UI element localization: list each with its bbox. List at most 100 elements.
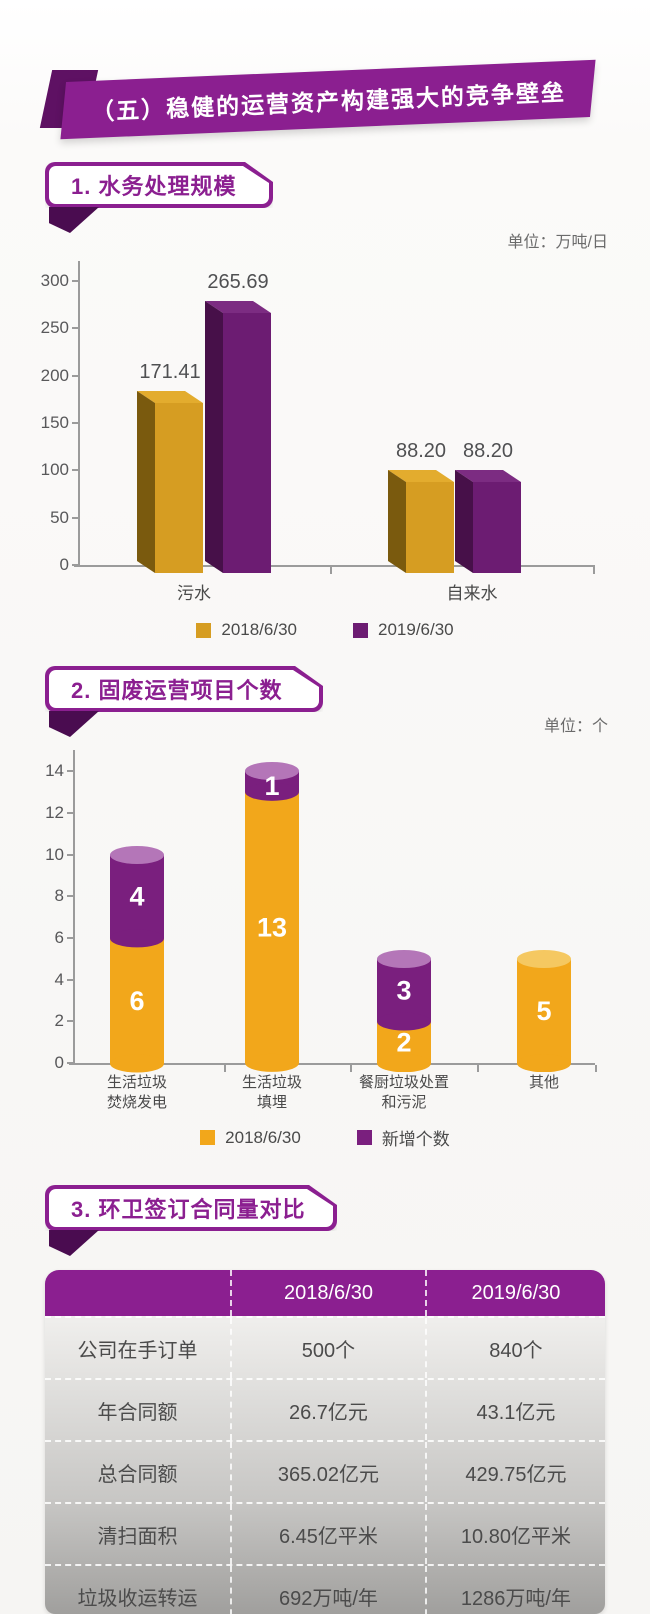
table-row: 清扫面积 6.45亿平米 10.80亿平米 bbox=[45, 1502, 605, 1564]
y-tick-label: 10 bbox=[45, 844, 64, 864]
table-cell: 清扫面积 bbox=[45, 1504, 233, 1564]
y-tick-mark bbox=[72, 421, 79, 424]
section-2-badge: 2. 固废运营项目个数 bbox=[45, 666, 323, 737]
table-cell: 垃圾收运转运 bbox=[45, 1566, 233, 1614]
cylinder-其他: 5 bbox=[517, 949, 571, 1072]
bar-value-label: 171.41 bbox=[139, 360, 201, 383]
x-axis-line bbox=[74, 565, 595, 567]
legend-label: 2018/6/30 bbox=[221, 620, 297, 639]
bar-3d-污水-2019/6/30 bbox=[205, 301, 271, 574]
unit-label-solid-waste: 单位：个 bbox=[543, 718, 608, 735]
y-tick-label: 2 bbox=[54, 1011, 64, 1031]
y-tick-mark bbox=[72, 374, 79, 377]
table-cell: 840个 bbox=[489, 1339, 543, 1362]
svg-text:13: 13 bbox=[257, 912, 287, 942]
section-1-badge: 1. 水务处理规模 bbox=[45, 162, 273, 233]
svg-text:2: 2 bbox=[396, 1027, 411, 1057]
banner-title: （五）稳健的运营资产构建强大的竞争壁垒 bbox=[90, 78, 566, 125]
category-label: 餐厨垃圾处置 和污泥 bbox=[358, 1074, 449, 1112]
bar-3d-自来水-2018/6/30 bbox=[388, 469, 454, 573]
table-cell: 总合同额 bbox=[45, 1442, 233, 1502]
legend-swatch bbox=[353, 622, 368, 638]
table-header-cell bbox=[45, 1270, 233, 1316]
header-banner: （五）稳健的运营资产构建强大的竞争壁垒 bbox=[60, 59, 596, 140]
legend-label: 2018/6/30 bbox=[225, 1127, 301, 1147]
legend-label: 2019/6/30 bbox=[378, 620, 454, 639]
y-tick-mark bbox=[67, 936, 74, 939]
table-cell: 年合同额 bbox=[45, 1380, 233, 1440]
legend-swatch bbox=[356, 1130, 372, 1145]
table-header-row: 2018/6/30 2019/6/30 bbox=[45, 1270, 605, 1316]
y-axis-line bbox=[73, 750, 75, 1065]
section-3-badge: 3. 环卫签订合同量对比 bbox=[45, 1185, 337, 1256]
svg-text:5: 5 bbox=[536, 996, 551, 1026]
legend-swatch bbox=[196, 622, 212, 638]
bar-value-label: 88.20 bbox=[395, 439, 447, 462]
unit-label-water: 单位：万吨/日 bbox=[507, 234, 608, 251]
x-tick-mark bbox=[595, 1065, 597, 1072]
water-chart: 0 50 100 150 200 250 300 171.41 88.20 265.69 88.20… bbox=[41, 255, 605, 655]
badge-background bbox=[49, 670, 319, 708]
table-cell: 43.1亿元 bbox=[476, 1401, 556, 1424]
bar-3d-自来水-2019/6/30 bbox=[455, 469, 521, 573]
y-tick-label: 0 bbox=[59, 555, 69, 574]
legend-swatch bbox=[200, 1130, 216, 1145]
y-tick-mark bbox=[67, 811, 74, 814]
badge-background bbox=[49, 1189, 333, 1227]
y-axis-line bbox=[78, 261, 80, 567]
table-cell: 6.45亿平米 bbox=[232, 1504, 427, 1564]
bar-value-label: 88.20 bbox=[462, 439, 514, 462]
x-tick-mark bbox=[224, 1065, 226, 1072]
category-label: 生活垃圾 焚烧发电 bbox=[106, 1074, 167, 1112]
y-tick-mark bbox=[72, 327, 79, 330]
table-header-cell: 2018/6/30 bbox=[232, 1270, 427, 1316]
solid-waste-chart: 0 2 4 6 8 10 12 14 4 6 生活垃圾 焚烧发电 1 13 生活垃圾 填埋 3 2 餐厨垃圾处置 和污… bbox=[45, 740, 605, 1160]
x-tick-mark bbox=[477, 1065, 479, 1072]
y-tick-mark bbox=[67, 1020, 74, 1023]
category-label: 污水 bbox=[177, 584, 211, 603]
y-tick-mark bbox=[67, 895, 74, 898]
category-label: 其他 bbox=[528, 1074, 559, 1091]
y-tick-mark bbox=[72, 469, 79, 472]
badge-fold bbox=[49, 207, 99, 233]
section-1-title: 1. 水务处理规模 bbox=[71, 174, 237, 199]
table-cell: 692万吨/年 bbox=[232, 1566, 427, 1614]
y-tick-label: 50 bbox=[50, 507, 69, 527]
cylinder-生活垃圾填埋: 1 13 bbox=[245, 762, 299, 1072]
svg-text:1: 1 bbox=[264, 771, 279, 801]
category-label: 生活垃圾 填埋 bbox=[241, 1074, 302, 1112]
bar-3d-污水-2018/6/30 bbox=[137, 390, 203, 573]
table-header-cell: 2019/6/30 bbox=[471, 1281, 561, 1304]
table-row: 垃圾收运转运 692万吨/年 1286万吨/年 bbox=[45, 1564, 605, 1614]
y-tick-mark bbox=[67, 853, 74, 856]
y-tick-label: 4 bbox=[54, 969, 64, 989]
y-tick-mark bbox=[67, 770, 74, 773]
y-tick-label: 300 bbox=[40, 270, 69, 290]
y-tick-mark bbox=[72, 564, 79, 566]
y-tick-label: 8 bbox=[54, 886, 64, 906]
x-tick-mark bbox=[350, 1065, 352, 1072]
bar-value-label: 265.69 bbox=[207, 271, 269, 294]
y-tick-mark bbox=[67, 978, 74, 981]
svg-text:3: 3 bbox=[396, 975, 411, 1005]
solid-waste-chart-legend: 2018/6/30 新增个数 bbox=[45, 1125, 605, 1150]
table-cell: 10.80亿平米 bbox=[460, 1525, 571, 1548]
y-tick-mark bbox=[67, 1062, 74, 1064]
table-cell: 1286万吨/年 bbox=[460, 1587, 571, 1610]
table-row: 年合同额 26.7亿元 43.1亿元 bbox=[45, 1378, 605, 1440]
y-tick-label: 150 bbox=[40, 412, 69, 432]
table-row: 公司在手订单 500个 840个 bbox=[45, 1316, 605, 1378]
svg-text:6: 6 bbox=[129, 985, 144, 1015]
legend-item: 2018/6/30 bbox=[200, 1125, 301, 1150]
legend-item: 新增个数 bbox=[356, 1125, 450, 1150]
contract-table: 2018/6/30 2019/6/30 公司在手订单 500个 840个 年合同额 26.… bbox=[45, 1270, 605, 1614]
y-tick-label: 12 bbox=[45, 802, 64, 822]
table-cell: 365.02亿元 bbox=[232, 1442, 427, 1502]
y-tick-label: 14 bbox=[45, 761, 64, 781]
badge-background bbox=[49, 166, 269, 204]
table-cell: 429.75亿元 bbox=[465, 1463, 567, 1486]
y-tick-mark bbox=[72, 516, 79, 519]
